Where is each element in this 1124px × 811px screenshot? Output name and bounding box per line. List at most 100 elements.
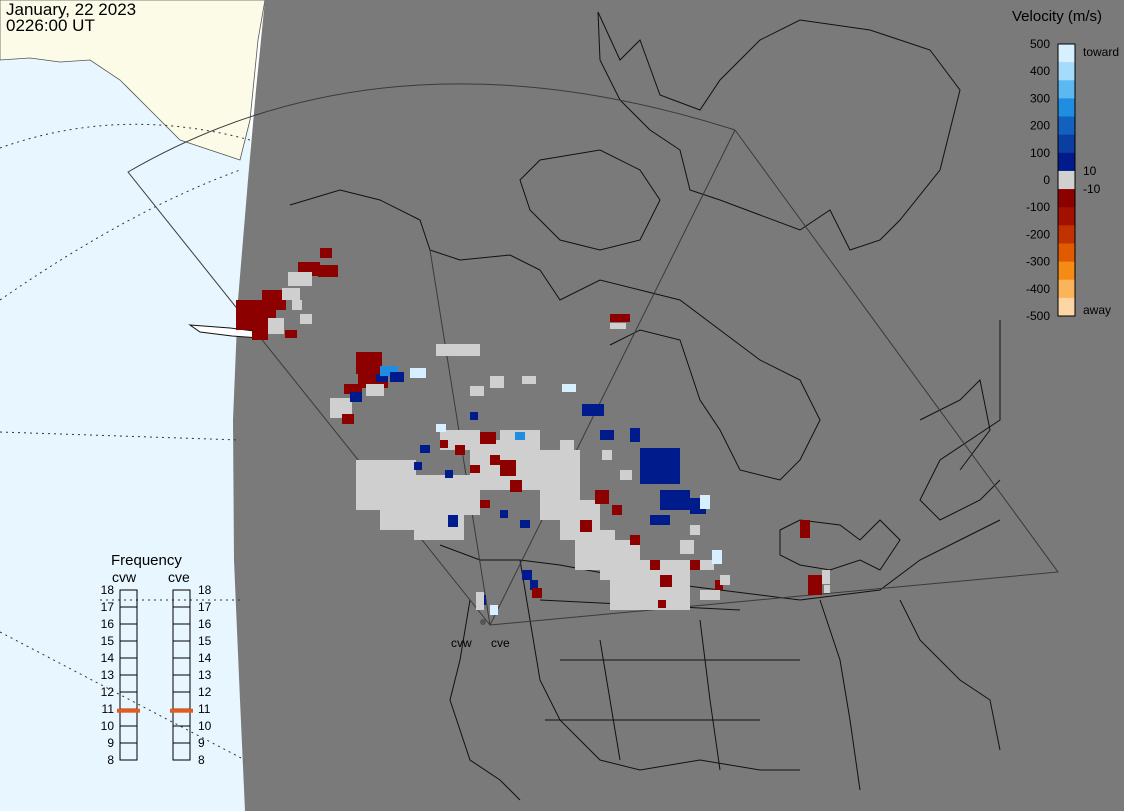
velocity-cell <box>470 465 480 473</box>
velocity-cell <box>320 248 332 258</box>
velocity-cell <box>602 450 612 460</box>
frequency-tick-label: 8 <box>198 753 205 767</box>
velocity-cell <box>690 560 700 570</box>
velocity-cell <box>522 570 532 580</box>
colorbar-tick-label: 300 <box>1030 91 1050 105</box>
velocity-cell <box>440 440 448 448</box>
velocity-cell <box>330 398 352 418</box>
colorbar-swatch <box>1058 116 1075 136</box>
velocity-cell <box>500 460 516 476</box>
land-disc <box>233 0 1124 811</box>
velocity-cell <box>252 330 268 340</box>
colorbar-tick-label: -200 <box>1026 227 1050 241</box>
velocity-cell <box>580 520 592 532</box>
coastlines <box>289 11 1001 801</box>
frequency-tick-label: 18 <box>101 583 115 597</box>
velocity-cell <box>490 605 498 615</box>
velocity-cell <box>480 432 496 444</box>
colorbar-swatch <box>1058 44 1075 63</box>
colorbar-swatch <box>1058 261 1075 281</box>
velocity-cell <box>476 592 484 610</box>
colorbar-tick-label: -500 <box>1026 309 1050 323</box>
velocity-cell <box>356 352 382 374</box>
frequency-radar-label-cve: cve <box>168 569 190 585</box>
colorbar-swatch <box>1058 243 1075 263</box>
velocity-cell <box>720 575 730 585</box>
colorbar-title: Velocity (m/s) <box>1012 8 1102 25</box>
frequency-tick-label: 10 <box>101 719 115 733</box>
frequency-tick-label: 12 <box>198 685 212 699</box>
velocity-cell <box>712 550 722 564</box>
velocity-cell <box>445 470 453 478</box>
frequency-tick-label: 16 <box>198 617 212 631</box>
frequency-radar-label-cvw: cvw <box>112 569 137 585</box>
away-label: away <box>1083 303 1111 317</box>
neg-threshold-label: -10 <box>1083 182 1101 196</box>
velocity-cell <box>244 318 258 330</box>
velocity-cell <box>480 500 490 508</box>
colorbar-swatch <box>1058 297 1075 317</box>
velocity-cell <box>530 580 538 590</box>
velocity-cell <box>376 374 388 382</box>
velocity-cell <box>285 330 297 338</box>
velocity-cell <box>532 588 542 598</box>
velocity-cell <box>658 600 666 608</box>
colorbar-tick-label: -400 <box>1026 282 1050 296</box>
velocity-cell <box>715 580 723 590</box>
date-label: January, 22 2023 <box>6 0 137 19</box>
velocity-cell <box>582 404 604 416</box>
velocity-cell <box>455 445 465 455</box>
velocity-cell <box>630 428 640 442</box>
colorbar-swatch <box>1058 62 1075 81</box>
colorbar-swatch <box>1058 152 1075 172</box>
velocity-cell <box>420 445 430 453</box>
colorbar-swatch <box>1058 225 1075 244</box>
velocity-cell <box>288 272 312 286</box>
velocity-cell <box>520 520 530 528</box>
frequency-tick-label: 12 <box>101 685 115 699</box>
colorbar-swatch <box>1058 80 1075 99</box>
velocity-cell <box>612 505 622 515</box>
colorbar-swatch <box>1058 207 1075 226</box>
velocity-cell <box>824 585 830 593</box>
velocity-cell <box>800 520 810 538</box>
radar-site <box>480 619 486 625</box>
velocity-cell <box>808 575 822 595</box>
frequency-tick-label: 17 <box>198 600 212 614</box>
frequency-tick-label: 9 <box>107 736 114 750</box>
velocity-cell <box>610 314 630 322</box>
frequency-tick-label: 11 <box>198 702 211 716</box>
velocity-cell <box>414 462 422 470</box>
velocity-cell <box>510 480 522 492</box>
velocity-cell <box>700 560 714 570</box>
velocity-cell <box>500 510 508 518</box>
radar-label-cve: cve <box>491 636 510 650</box>
time-label: 0226:00 UT <box>6 16 95 35</box>
colorbar-tick-label: -300 <box>1026 255 1050 269</box>
colorbar-swatch <box>1058 98 1075 118</box>
velocity-cell <box>350 392 362 402</box>
velocity-cell <box>700 495 710 509</box>
frequency-tick-label: 9 <box>198 736 205 750</box>
velocity-cell <box>300 314 312 324</box>
frequency-tick-label: 11 <box>102 702 115 716</box>
velocity-cell <box>515 432 525 440</box>
velocity-cell <box>595 490 609 504</box>
velocity-cell <box>680 540 694 554</box>
velocity-cell <box>318 265 338 277</box>
pos-threshold-label: 10 <box>1083 164 1097 178</box>
velocity-cell <box>640 448 680 484</box>
velocity-cell <box>342 414 354 424</box>
colorbar-tick-label: 200 <box>1030 119 1050 133</box>
velocity-cell <box>262 290 286 310</box>
radar-label-cvw: cvw <box>451 636 472 650</box>
frequency-tick-label: 10 <box>198 719 212 733</box>
velocity-cell <box>490 455 500 465</box>
velocity-cell <box>490 376 504 388</box>
frequency-tick-label: 18 <box>198 583 212 597</box>
colorbar-tick-label: 100 <box>1030 146 1050 160</box>
velocity-cell <box>470 412 478 420</box>
velocity-cell <box>562 384 576 392</box>
velocity-cell <box>380 366 398 376</box>
colorbar-swatch <box>1058 170 1075 190</box>
